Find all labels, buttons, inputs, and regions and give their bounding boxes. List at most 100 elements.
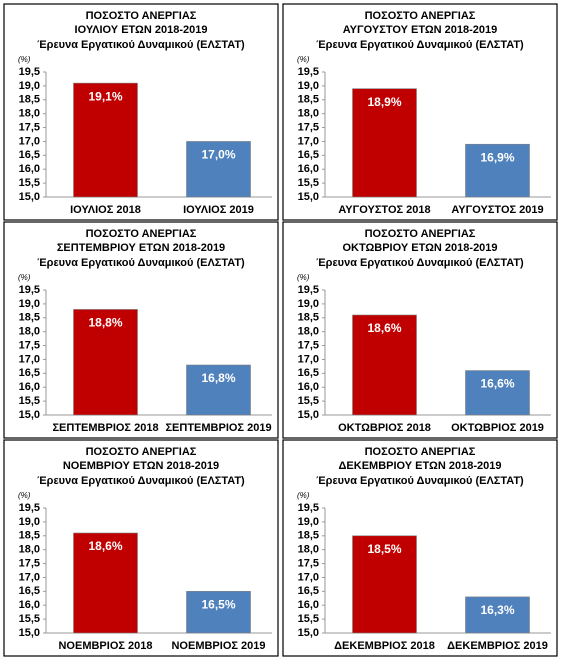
value-label: 18,8%	[88, 316, 122, 330]
y-tick-label: 16,0	[298, 599, 319, 611]
y-unit: (%)	[297, 273, 310, 282]
y-tick-label: 15,0	[298, 627, 319, 639]
y-unit: (%)	[297, 55, 310, 64]
y-tick-label: 15,0	[19, 409, 40, 421]
bar	[465, 370, 530, 416]
y-tick-label: 17,5	[298, 557, 319, 569]
y-tick-label: 15,5	[19, 395, 40, 407]
y-tick-label: 17,5	[298, 339, 319, 351]
value-label: 19,1%	[88, 89, 122, 103]
y-tick-label: 19,0	[19, 80, 40, 92]
y-tick-label: 19,5	[19, 284, 40, 296]
chart-subtitle: ΑΥΓΟΥΣΤΟΥ ΕΤΩΝ 2018-2019	[343, 24, 498, 36]
chart-source: Έρευνα Εργατικού Δυναμικού (ΕΛΣΤΑΤ)	[37, 39, 245, 51]
chart-panel: ΠΟΣΟΣΤΟ ΑΝΕΡΓΙΑΣ ΣΕΠΤΕΜΒΡΙΟΥ ΕΤΩΝ 2018-20…	[3, 221, 279, 439]
x-tick-label: ΝΟΕΜΒΡΙΟΣ 2019	[171, 640, 265, 652]
y-tick-label: 17,0	[298, 353, 319, 365]
y-tick-label: 15,5	[19, 613, 40, 625]
value-label: 16,6%	[480, 377, 514, 391]
y-tick-label: 15,0	[298, 409, 319, 421]
bar	[352, 314, 417, 416]
y-tick-label: 16,5	[298, 585, 319, 597]
y-tick-label: 16,0	[19, 381, 40, 393]
y-tick-label: 18,0	[19, 326, 40, 338]
x-tick-label: ΙΟΥΛΙΟΣ 2018	[70, 204, 141, 216]
y-tick-label: 18,0	[19, 544, 40, 556]
y-tick-label: 17,5	[19, 339, 40, 351]
x-tick-label: ΣΕΠΤΕΜΒΡΙΟΣ 2019	[165, 422, 271, 434]
y-tick-label: 17,0	[19, 353, 40, 365]
x-tick-label: ΝΟΕΜΒΡΙΟΣ 2018	[58, 640, 152, 652]
value-label: 17,0%	[201, 148, 235, 162]
value-label: 16,9%	[480, 150, 514, 164]
y-tick-label: 18,5	[298, 312, 319, 324]
chart-panel: ΠΟΣΟΣΤΟ ΑΝΕΡΓΙΑΣ ΑΥΓΟΥΣΤΟΥ ΕΤΩΝ 2018-2019…	[282, 3, 558, 221]
y-tick-label: 17,5	[19, 557, 40, 569]
y-tick-label: 15,0	[298, 191, 319, 203]
y-tick-label: 16,5	[298, 367, 319, 379]
y-tick-label: 18,5	[19, 312, 40, 324]
y-tick-label: 15,5	[298, 395, 319, 407]
y-tick-label: 19,0	[298, 80, 319, 92]
x-tick-label: ΣΕΠΤΕΜΒΡΙΟΣ 2018	[52, 422, 158, 434]
y-tick-label: 19,0	[298, 516, 319, 528]
chart-source: Έρευνα Εργατικού Δυναμικού (ΕΛΣΤΑΤ)	[316, 475, 524, 487]
y-tick-label: 19,0	[298, 298, 319, 310]
x-tick-label: ΑΥΓΟΥΣΤΟΣ 2018	[338, 204, 430, 216]
y-tick-label: 18,5	[298, 94, 319, 106]
chart-title: ΠΟΣΟΣΤΟ ΑΝΕΡΓΙΑΣ	[365, 10, 476, 22]
bar	[186, 591, 251, 634]
y-tick-label: 19,5	[298, 66, 319, 78]
y-tick-label: 18,0	[298, 326, 319, 338]
value-label: 16,3%	[480, 603, 514, 617]
y-tick-label: 19,0	[19, 298, 40, 310]
y-tick-label: 19,5	[19, 502, 40, 514]
y-unit: (%)	[297, 491, 310, 500]
y-tick-label: 15,0	[19, 191, 40, 203]
chart-title: ΠΟΣΟΣΤΟ ΑΝΕΡΓΙΑΣ	[365, 446, 476, 458]
chart-title: ΠΟΣΟΣΤΟ ΑΝΕΡΓΙΑΣ	[86, 228, 197, 240]
y-tick-label: 17,5	[298, 121, 319, 133]
y-tick-label: 16,5	[298, 149, 319, 161]
chart-subtitle: ΙΟΥΛΙΟΥ ΕΤΩΝ 2018-2019	[75, 24, 208, 36]
chart-source: Έρευνα Εργατικού Δυναμικού (ΕΛΣΤΑΤ)	[37, 257, 245, 269]
value-label: 18,6%	[367, 321, 401, 335]
panel-frame	[282, 3, 558, 221]
bar	[352, 535, 417, 634]
y-tick-label: 15,5	[298, 177, 319, 189]
bar	[465, 596, 530, 634]
y-tick-label: 16,5	[19, 367, 40, 379]
y-tick-label: 19,0	[19, 516, 40, 528]
value-label: 16,8%	[201, 371, 235, 385]
chart-source: Έρευνα Εργατικού Δυναμικού (ΕΛΣΤΑΤ)	[37, 475, 245, 487]
chart-panel: ΠΟΣΟΣΤΟ ΑΝΕΡΓΙΑΣ ΟΚΤΩΒΡΙΟΥ ΕΤΩΝ 2018-2019…	[282, 221, 558, 439]
bar	[186, 364, 251, 416]
y-tick-label: 16,0	[298, 381, 319, 393]
bar	[73, 82, 138, 198]
bar	[73, 532, 138, 634]
y-tick-label: 18,5	[19, 94, 40, 106]
y-tick-label: 18,0	[298, 108, 319, 120]
chart-panel: ΠΟΣΟΣΤΟ ΑΝΕΡΓΙΑΣ ΙΟΥΛΙΟΥ ΕΤΩΝ 2018-2019 Έρ…	[3, 3, 279, 221]
chart-panel: ΠΟΣΟΣΤΟ ΑΝΕΡΓΙΑΣ ΔΕΚΕΜΒΡΙΟΥ ΕΤΩΝ 2018-201…	[282, 439, 558, 657]
y-tick-label: 17,0	[298, 571, 319, 583]
y-tick-label: 15,5	[19, 177, 40, 189]
y-tick-label: 16,0	[298, 163, 319, 175]
chart-title: ΠΟΣΟΣΤΟ ΑΝΕΡΓΙΑΣ	[86, 10, 197, 22]
y-tick-label: 19,5	[298, 284, 319, 296]
chart-title: ΠΟΣΟΣΤΟ ΑΝΕΡΓΙΑΣ	[86, 446, 197, 458]
x-tick-label: ΟΚΤΩΒΡΙΟΣ 2019	[451, 422, 544, 434]
value-label: 16,5%	[201, 598, 235, 612]
y-tick-label: 16,0	[19, 163, 40, 175]
x-tick-label: ΑΥΓΟΥΣΤΟΣ 2019	[451, 204, 543, 216]
y-tick-label: 18,0	[298, 544, 319, 556]
bar	[186, 141, 251, 198]
y-tick-label: 19,5	[19, 66, 40, 78]
chart-subtitle: ΟΚΤΩΒΡΙΟΥ ΕΤΩΝ 2018-2019	[342, 242, 497, 254]
y-tick-label: 16,0	[19, 599, 40, 611]
y-tick-label: 17,0	[298, 135, 319, 147]
y-tick-label: 17,5	[19, 121, 40, 133]
y-unit: (%)	[18, 273, 31, 282]
y-tick-label: 18,5	[298, 530, 319, 542]
